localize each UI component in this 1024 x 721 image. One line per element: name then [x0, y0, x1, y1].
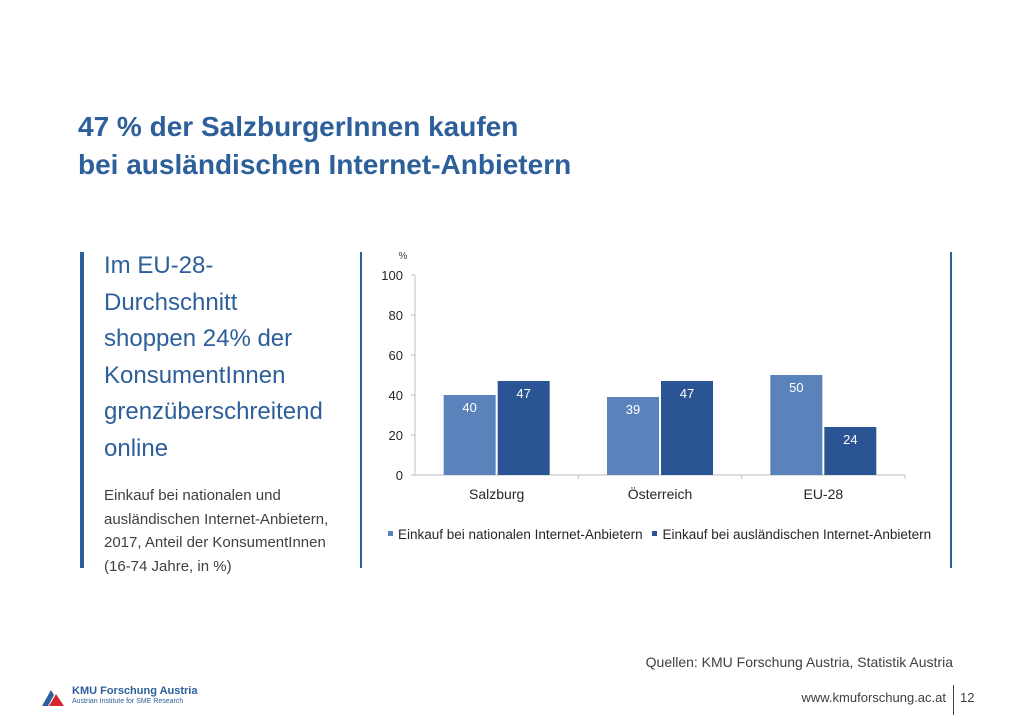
bar-national [607, 397, 659, 475]
page-number: 12 [960, 690, 975, 705]
key-message-line: Durchschnitt [104, 288, 238, 316]
legend-swatch-foreign [652, 530, 658, 536]
kmu-logo[interactable]: KMU Forschung Austria Austrian Institute… [40, 682, 198, 712]
legend-label-foreign: Einkauf bei ausländischen Internet-Anbie… [662, 527, 932, 542]
x-category-label: Salzburg [469, 486, 524, 502]
y-tick-label: 60 [389, 348, 403, 363]
key-message-line: grenzüberschreitend [104, 398, 323, 425]
slide-title-line-2: bei ausländischen Internet-Anbietern [78, 149, 572, 180]
chart-description-line: ausländischen Internet-Anbietern, [104, 510, 329, 528]
legend-swatch-national [388, 530, 393, 536]
bar-data-label: 39 [626, 402, 640, 417]
legend-item-foreign: Einkauf bei ausländischen Internet-Anbie… [652, 527, 931, 542]
key-message: Im EU-28- Durchschnitt shoppen 24% der K… [104, 248, 354, 467]
bar-chart: % 0 20 40 60 80 100 40 47 Salzburg 39 47 Österreich… [381, 251, 906, 502]
bar-data-label: 47 [516, 386, 530, 401]
bar-foreign [824, 427, 877, 475]
x-category-label: EU-28 [803, 486, 843, 502]
footer-website-link[interactable]: www.kmuforschung.ac.at [801, 690, 946, 705]
chart-description-line: (16-74 Jahre, in %) [104, 557, 232, 575]
bar-data-label: 24 [843, 432, 857, 447]
legend-item-national: Einkauf bei nationalen Internet-Anbieter… [388, 527, 643, 542]
footer-separator [953, 685, 954, 715]
chart-description: Einkauf bei nationalen und ausländischen… [104, 484, 354, 578]
slide-title: 47 % der SalzburgerInnen kaufen bei ausl… [78, 108, 571, 184]
x-category-label: Österreich [628, 485, 693, 502]
y-tick-label: 100 [381, 268, 403, 283]
bar-foreign [661, 381, 713, 475]
kmu-logo-mark-icon [42, 690, 64, 706]
bar-data-label: 47 [680, 386, 694, 401]
y-tick-label: 0 [396, 468, 403, 483]
slide-title-line-1: 47 % der SalzburgerInnen kaufen [78, 111, 519, 142]
key-message-line: shoppen 24% der [104, 325, 293, 352]
chart-legend: Einkauf bei nationalen Internet-Anbieter… [388, 527, 958, 542]
key-message-line: online [104, 434, 169, 462]
source-note: Quellen: KMU Forschung Austria, Statisti… [645, 654, 953, 670]
chart-description-line: Einkauf bei nationalen und [104, 487, 281, 504]
y-axis-unit-label: % [399, 251, 408, 262]
right-divider [950, 252, 952, 568]
bar-data-label: 50 [789, 380, 803, 395]
y-tick-label: 80 [389, 308, 403, 323]
bar-national [443, 395, 496, 475]
key-message-line: Im EU-28- [104, 252, 214, 279]
bar-national [770, 375, 823, 475]
left-accent-bar [80, 252, 84, 568]
middle-divider [360, 252, 362, 568]
chart-description-line: 2017, Anteil der KonsumentInnen [104, 534, 326, 551]
logo-subtitle: Austrian Institute for SME Research [72, 698, 184, 705]
key-message-line: KonsumentInnen [104, 361, 286, 389]
y-tick-label: 40 [389, 388, 403, 403]
y-tick-label: 20 [389, 428, 403, 443]
bar-data-label: 40 [462, 400, 476, 415]
bar-foreign [497, 381, 550, 475]
legend-label-national: Einkauf bei nationalen Internet-Anbieter… [398, 527, 643, 542]
logo-name: KMU Forschung Austria [72, 685, 198, 697]
